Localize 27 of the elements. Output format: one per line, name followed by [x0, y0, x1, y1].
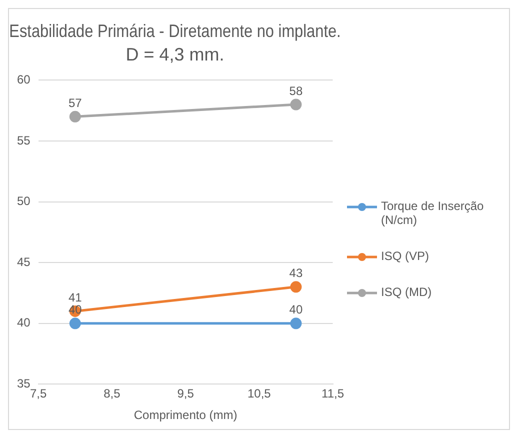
data-label: 43 [289, 266, 303, 280]
point [69, 318, 81, 330]
legend-label: ISQ (VP) [381, 249, 430, 263]
data-label: 40 [289, 302, 303, 317]
x-tick-label: 11,5 [322, 386, 344, 401]
legend-label: Torque de Inserção (N/cm) [381, 199, 485, 227]
y-tick-label: 50 [16, 194, 31, 208]
y-tick-label: 35 [16, 376, 31, 391]
x-tick-label: 9,5 [177, 386, 194, 401]
x-tick-label: 10,5 [247, 386, 272, 401]
y-tick-label: 40 [16, 316, 31, 330]
x-axis-title: Comprimento (mm) [134, 408, 238, 422]
data-label: 57 [68, 96, 82, 110]
y-tick-label: 60 [16, 72, 31, 87]
point [290, 98, 302, 110]
data-label: 58 [289, 84, 303, 98]
legend-label: ISQ (MD) [381, 285, 432, 299]
point [290, 281, 302, 293]
x-tick-label: 7,5 [30, 386, 48, 401]
x-tick-label: 8,5 [104, 386, 121, 401]
point [290, 318, 302, 330]
data-label: 41 [68, 290, 82, 305]
y-tick-label: 45 [16, 254, 31, 269]
chart-title: Estabilidade Primária - Diretamente no implante. [9, 20, 341, 42]
point [69, 110, 81, 122]
y-tick-label: 55 [16, 133, 31, 148]
chart-subtitle: D = 4,3 mm. [126, 44, 224, 64]
